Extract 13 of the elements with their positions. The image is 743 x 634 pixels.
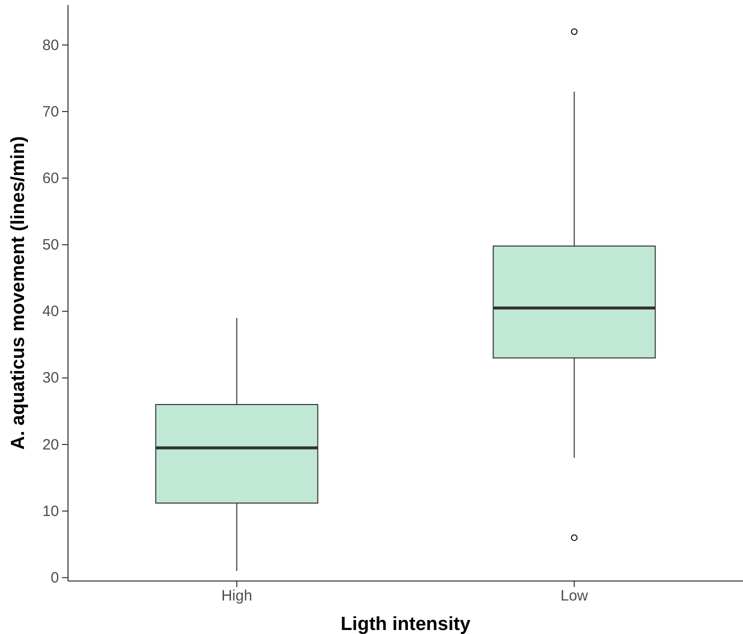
y-tick-label: 80 — [42, 36, 59, 54]
y-tick-label: 0 — [50, 569, 59, 586]
y-axis-title: A. aquaticus movement (lines/min) — [8, 136, 29, 450]
x-tick-label: High — [221, 588, 252, 605]
y-tick-label: 70 — [42, 103, 59, 120]
y-tick-label: 60 — [42, 170, 59, 187]
x-axis-title: Ligth intensity — [340, 614, 471, 634]
y-tick-label: 40 — [42, 303, 59, 320]
y-tick-label: 10 — [42, 502, 59, 520]
x-tick-label: Low — [560, 588, 588, 605]
y-tick-label: 50 — [42, 236, 59, 254]
y-tick-label: 30 — [42, 370, 59, 387]
y-tick-label: 20 — [42, 436, 59, 454]
